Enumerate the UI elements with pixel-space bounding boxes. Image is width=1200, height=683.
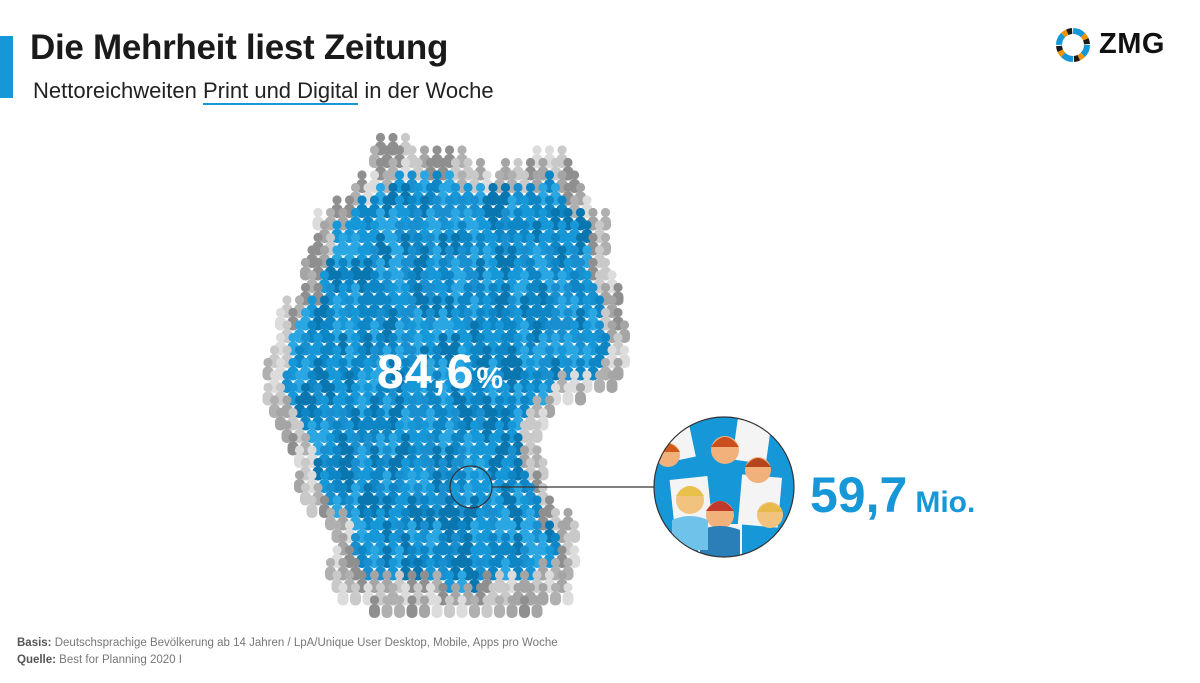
basis-label: Basis:: [17, 637, 52, 649]
zoom-illustration: [654, 417, 794, 557]
person-icon-not-reached: [481, 595, 493, 618]
source-text: Best for Planning 2020 I: [55, 654, 182, 666]
subtitle-suffix: in der Woche: [358, 78, 494, 103]
person-icon-not-reached: [306, 495, 318, 518]
person-icon-not-reached: [562, 382, 574, 406]
person-icon-not-reached: [337, 582, 349, 606]
logo-text: ZMG: [1099, 28, 1165, 60]
person-icon-not-reached: [562, 582, 574, 606]
person-icon-not-reached: [381, 595, 393, 618]
person-icon-not-reached: [606, 370, 618, 393]
source-label: Quelle:: [17, 654, 56, 666]
person-icon-not-reached: [506, 595, 518, 618]
person-icon-not-reached: [519, 595, 530, 618]
person-icon-not-reached: [350, 582, 361, 606]
person-icon-not-reached: [550, 582, 561, 606]
zoom-callout: [449, 416, 795, 558]
share-unit: %: [476, 362, 505, 395]
accent-bar: [0, 36, 13, 98]
person-icon-not-reached: [612, 282, 624, 306]
subtitle-prefix: Nettoreichweiten: [33, 78, 203, 103]
subtitle-highlight: Print und Digital: [202, 78, 359, 105]
footnote-source: Quelle: Best for Planning 2020 I: [17, 654, 182, 666]
person-icon-not-reached: [431, 595, 443, 618]
callout-zoom-circle: [653, 416, 795, 558]
share-percent-label: 84,6%: [377, 345, 504, 400]
person-icon-not-reached: [444, 595, 455, 618]
footnote-basis: Basis: Deutschsprachige Bevölkerung ab 1…: [17, 637, 558, 649]
zmg-logo: ZMG: [1054, 26, 1194, 66]
person-icon-not-reached: [531, 595, 543, 618]
person-icon-not-reached: [575, 382, 586, 406]
basis-text: Deutschsprachige Bevölkerung ab 14 Jahre…: [51, 637, 558, 649]
person-icon-not-reached: [456, 595, 468, 618]
page-title: Die Mehrheit liest Zeitung: [30, 28, 449, 67]
person-icon-not-reached: [369, 595, 380, 618]
person-icon-not-reached: [406, 595, 418, 618]
people-group: [262, 132, 630, 618]
callout-source-circle: [449, 465, 493, 509]
person-icon-not-reached: [419, 595, 430, 618]
absolute-value-label: 59,7 Mio.: [810, 466, 975, 524]
person-icon-not-reached: [594, 370, 605, 393]
zmg-ring-icon: [1056, 28, 1090, 62]
share-value: 84,6: [377, 346, 475, 399]
person-icon-not-reached: [469, 595, 480, 618]
page-subtitle: Nettoreichweiten Print und Digital in de…: [33, 78, 494, 105]
person-icon-not-reached: [494, 595, 505, 618]
person-icon-not-reached: [294, 445, 305, 468]
absolute-unit: Mio.: [915, 486, 976, 519]
absolute-value: 59,7: [810, 467, 908, 523]
person-icon-not-reached: [394, 595, 405, 618]
